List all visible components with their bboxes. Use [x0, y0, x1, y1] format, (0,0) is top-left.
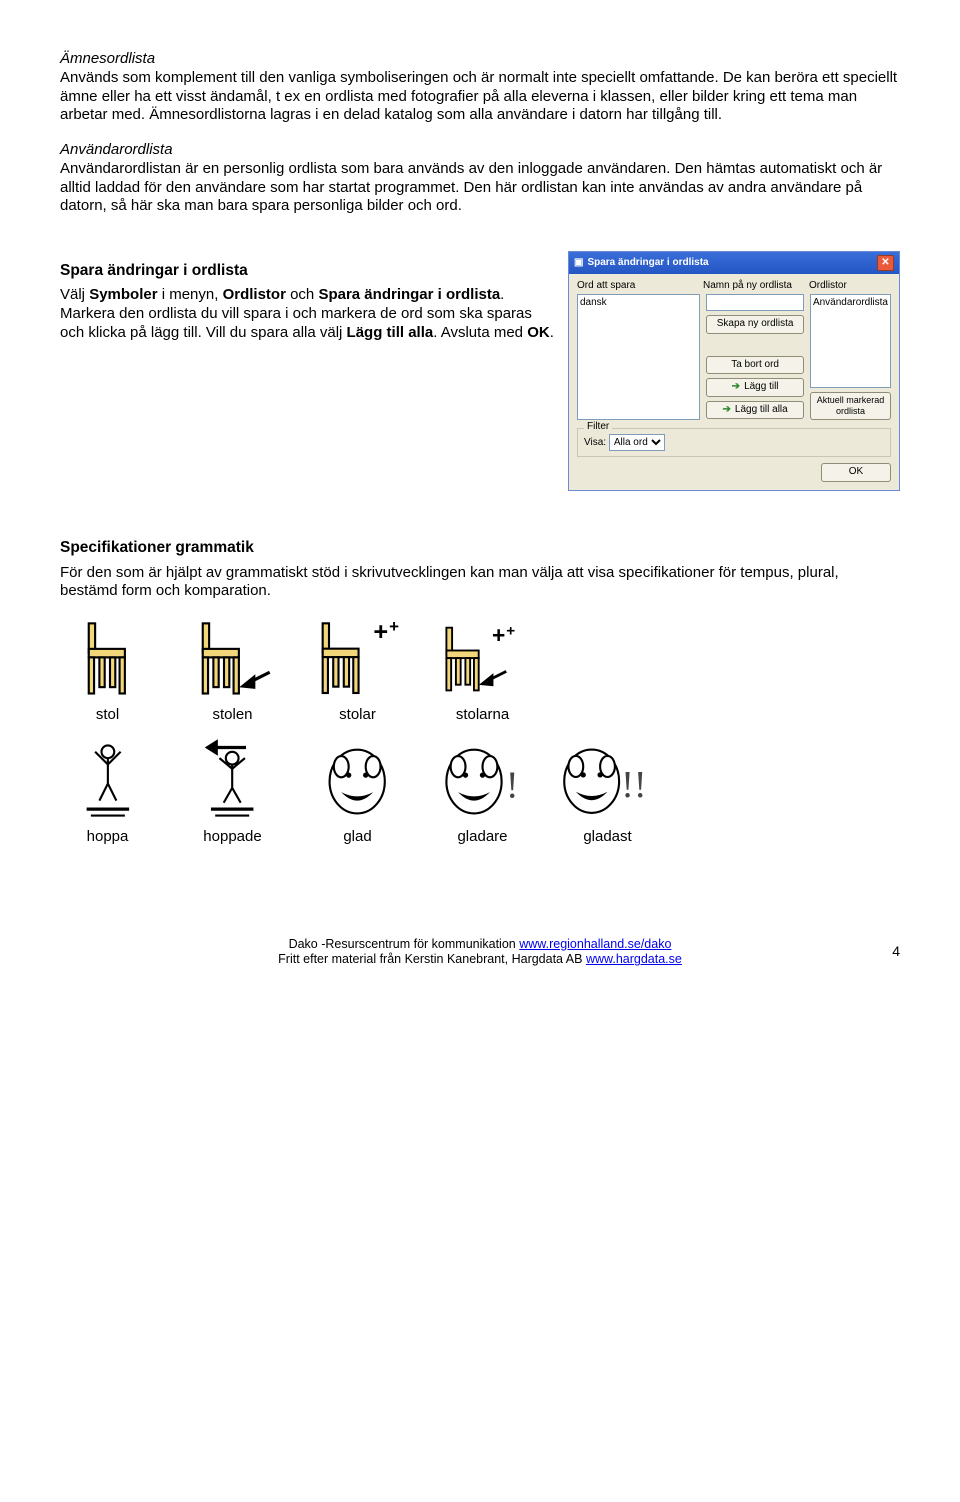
listbox-ord[interactable]: dansk — [577, 294, 700, 420]
paragraph-anvandarordlista: Användarordlistan är en personlig ordlis… — [60, 160, 900, 216]
page-footer: Dako -Resurscentrum för kommunikation ww… — [60, 937, 900, 968]
text-bold: Ordlistor — [223, 286, 286, 303]
symbol-row-1: stol stolen — [60, 617, 900, 725]
footer-link-1[interactable]: www.regionhalland.se/dako — [519, 937, 671, 951]
symbol-stol: stol — [60, 617, 155, 725]
text: . — [550, 324, 554, 341]
lagg-till-button[interactable]: ➔ Lägg till — [706, 378, 804, 397]
skapa-ny-ordlista-button[interactable]: Skapa ny ordlista — [706, 315, 804, 334]
paragraph-spara: Välj Symboler i menyn, Ordlistor och Spa… — [60, 286, 556, 342]
heading-specifikationer: Specifikationer grammatik — [60, 538, 900, 557]
listbox-ordlistor[interactable]: Användarordlista — [810, 294, 891, 388]
text: Lägg till — [744, 381, 778, 394]
text-bold: Symboler — [89, 286, 157, 303]
text: och — [286, 286, 319, 303]
svg-text:+: + — [506, 622, 515, 639]
chair-arrow-icon — [190, 617, 275, 702]
happy-face-excl-icon: ! — [440, 739, 525, 824]
symbol-stolar: + + stolar — [310, 617, 405, 725]
dialog-spara-andringar: ▣ Spara ändringar i ordlista ✕ Ord att s… — [568, 251, 900, 491]
symbol-label: glad — [310, 828, 405, 847]
close-icon[interactable]: ✕ — [877, 255, 894, 271]
chair-plus-icon: + + — [310, 617, 405, 701]
label-namn-ordlista: Namn på ny ordlista — [703, 280, 803, 293]
symbol-label: stol — [60, 706, 155, 725]
ok-button[interactable]: OK — [821, 463, 891, 482]
text: Lägg till alla — [735, 404, 788, 417]
heading-spara: Spara ändringar i ordlista — [60, 261, 556, 280]
symbol-label: stolen — [185, 706, 280, 725]
footer-link-2[interactable]: www.hargdata.se — [586, 952, 682, 966]
symbol-hoppa: hoppa — [60, 739, 155, 847]
aktuell-markerad-ordlista-button[interactable]: Aktuell markerad ordlista — [810, 392, 891, 421]
arrow-right-icon: ➔ — [732, 381, 740, 394]
symbol-label: stolar — [310, 706, 405, 725]
paragraph-specifikationer: För den som är hjälpt av grammatiskt stö… — [60, 564, 900, 602]
page-number: 4 — [892, 943, 900, 961]
symbol-row-2: hoppa hoppade — [60, 739, 900, 847]
filter-legend: Filter — [584, 421, 612, 434]
input-ny-ordlista[interactable] — [706, 294, 804, 311]
text: . Avsluta med — [433, 324, 527, 341]
svg-text:+: + — [373, 619, 388, 647]
chair-icon — [76, 617, 140, 702]
symbol-label: stolarna — [435, 706, 530, 725]
text-bold: OK — [527, 324, 550, 341]
symbol-stolarna: + + stolarna — [435, 617, 530, 725]
filter-group: Filter Visa: Alla ord — [577, 428, 891, 457]
list-item[interactable]: dansk — [580, 297, 697, 310]
symbol-gladast: !! gladast — [560, 739, 655, 847]
chair-plus-arrow-icon: + + — [435, 622, 530, 698]
symbol-glad: glad — [310, 739, 405, 847]
text-bold: Spara ändringar i ordlista — [318, 286, 500, 303]
symbol-gladare: ! gladare — [435, 739, 530, 847]
svg-text:+: + — [492, 622, 505, 648]
ta-bort-ord-button[interactable]: Ta bort ord — [706, 356, 804, 375]
symbol-stolen: stolen — [185, 617, 280, 725]
footer-text: Dako -Resurscentrum för kommunikation — [289, 937, 520, 951]
list-item[interactable]: Användarordlista — [813, 297, 888, 310]
heading-amnesordlista: Ämnesordlista — [60, 50, 900, 69]
arrow-right-icon: ➔ — [723, 404, 731, 417]
svg-text:!: ! — [506, 764, 519, 806]
symbol-label: gladast — [560, 828, 655, 847]
symbol-label: gladare — [435, 828, 530, 847]
filter-select[interactable]: Alla ord — [609, 434, 665, 451]
footer-text: Fritt efter material från Kerstin Kanebr… — [278, 952, 586, 966]
jump-past-icon — [195, 739, 269, 824]
label-ord-att-spara: Ord att spara — [577, 280, 697, 293]
heading-anvandarordlista: Användarordlista — [60, 141, 900, 160]
lagg-till-alla-button[interactable]: ➔ Lägg till alla — [706, 401, 804, 420]
dialog-title: Spara ändringar i ordlista — [587, 257, 708, 270]
symbol-hoppade: hoppade — [185, 739, 280, 847]
text-bold: Lägg till alla — [347, 324, 434, 341]
symbol-label: hoppa — [60, 828, 155, 847]
jump-icon — [76, 739, 140, 824]
text: Välj — [60, 286, 89, 303]
paragraph-amnesordlista: Används som komplement till den vanliga … — [60, 69, 900, 125]
label-visa: Visa: — [584, 437, 606, 448]
happy-face-icon — [320, 739, 394, 824]
label-ordlistor: Ordlistor — [809, 280, 891, 293]
svg-text:!!: !! — [621, 764, 646, 806]
symbol-label: hoppade — [185, 828, 280, 847]
happy-face-excl2-icon: !! — [560, 739, 655, 823]
dialog-titlebar: ▣ Spara ändringar i ordlista ✕ — [569, 252, 899, 274]
text: i menyn, — [158, 286, 223, 303]
svg-text:+: + — [389, 617, 399, 636]
dialog-icon: ▣ — [574, 257, 583, 270]
